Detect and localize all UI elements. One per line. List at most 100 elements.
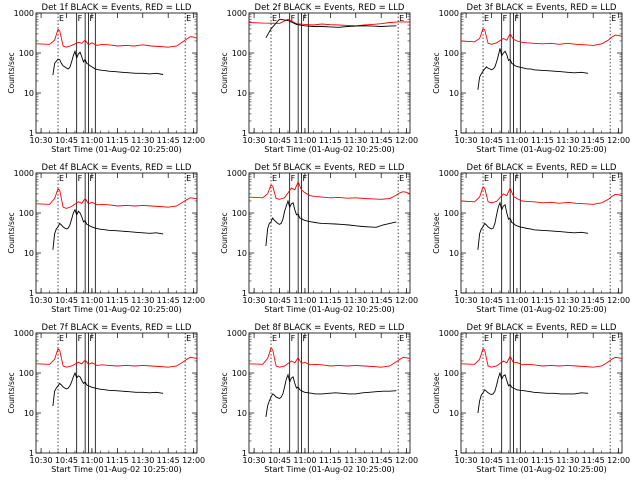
y-tick-label: 1 <box>454 289 459 298</box>
x-tick-label: 11:45 <box>582 296 605 305</box>
y-tick-label: 1 <box>454 449 459 458</box>
y-tick-label: 100 <box>444 209 459 218</box>
plot-frame <box>35 172 198 294</box>
x-tick-label: 10:45 <box>268 136 291 145</box>
x-tick-label: 11:30 <box>344 456 367 465</box>
x-axis-label: Start Time (01-Aug-02 10:25:00) <box>476 305 607 314</box>
plot-frame <box>35 332 198 454</box>
series-events-line <box>52 371 164 407</box>
panel-title: Det 4f BLACK = Events, RED = LLD <box>42 163 192 173</box>
x-tick-label: 11:00 <box>505 456 528 465</box>
marker-label: E <box>611 334 616 343</box>
y-tick-label: 100 <box>19 369 34 378</box>
y-tick-label: 100 <box>19 49 34 58</box>
marker-label: E <box>399 14 404 23</box>
y-axis-label: Counts/sec <box>432 52 441 93</box>
x-tick-label: 11:15 <box>106 296 129 305</box>
x-tick-label: 11:00 <box>505 136 528 145</box>
y-tick-label: 10 <box>237 409 247 418</box>
panel-7: Det 7f BLACK = Events, RED = LLD 1 10 100 10… <box>7 323 205 474</box>
plot-frame <box>35 12 198 134</box>
x-axis-label: Start Time (01-Aug-02 10:25:00) <box>51 305 182 314</box>
marker-label: E <box>59 334 64 343</box>
plot-frame <box>460 12 623 134</box>
y-tick-label: 10 <box>449 249 459 258</box>
y-axis-label: Counts/sec <box>220 52 229 93</box>
series-events-line <box>265 373 397 417</box>
panel-title: Det 3f BLACK = Events, RED = LLD <box>467 3 617 13</box>
x-tick-label: 11:45 <box>157 136 180 145</box>
marker-label: F <box>503 334 508 343</box>
marker-label: E <box>272 334 277 343</box>
series-lld-line <box>460 186 623 205</box>
x-tick-label: 11:30 <box>344 296 367 305</box>
x-tick-label: 11:15 <box>319 136 342 145</box>
marker-label: F <box>291 14 296 23</box>
x-tick-label: 11:30 <box>131 296 154 305</box>
plot-frame <box>460 172 623 294</box>
panel-8: Det 8f BLACK = Events, RED = LLD 1 10 100 10… <box>220 323 418 474</box>
x-tick-label: 11:00 <box>80 136 103 145</box>
y-axis-label: Counts/sec <box>432 372 441 413</box>
x-tick-label: 10:45 <box>480 136 503 145</box>
y-tick-label: 100 <box>19 209 34 218</box>
y-tick-label: 1000 <box>14 169 34 178</box>
x-tick-label: 12:00 <box>395 456 418 465</box>
x-axis-label: Start Time (01-Aug-02 10:25:00) <box>264 305 395 314</box>
x-tick-label: 11:45 <box>157 296 180 305</box>
y-tick-label: 10 <box>24 409 34 418</box>
marker-label: F <box>90 14 95 23</box>
series-lld-line <box>35 188 198 209</box>
x-tick-label: 10:45 <box>480 296 503 305</box>
marker-label: F <box>303 334 308 343</box>
x-tick-label: 11:00 <box>505 296 528 305</box>
marker-label: F <box>90 174 95 183</box>
x-tick-label: 11:30 <box>131 136 154 145</box>
x-tick-label: 11:15 <box>319 456 342 465</box>
panel-title: Det 2f BLACK = Events, RED = LLD <box>255 3 405 13</box>
panel-9: Det 9f BLACK = Events, RED = LLD 1 10 100 10… <box>432 323 630 474</box>
marker-label: E <box>272 174 277 183</box>
panel-title: Det 9f BLACK = Events, RED = LLD <box>467 323 617 333</box>
y-tick-label: 1 <box>242 449 247 458</box>
x-axis-label: Start Time (01-Aug-02 10:25:00) <box>264 465 395 474</box>
x-tick-label: 11:00 <box>80 296 103 305</box>
x-tick-label: 12:00 <box>395 296 418 305</box>
x-tick-label: 11:30 <box>556 296 579 305</box>
plot-frame <box>248 172 411 294</box>
series-lld-line <box>460 28 623 46</box>
y-axis-label: Counts/sec <box>220 372 229 413</box>
marker-label: E <box>399 174 404 183</box>
y-tick-label: 1000 <box>14 9 34 18</box>
y-tick-label: 100 <box>444 49 459 58</box>
x-tick-label: 11:00 <box>293 456 316 465</box>
series-events-line <box>477 48 589 90</box>
y-axis-label: Counts/sec <box>432 212 441 253</box>
x-tick-label: 11:45 <box>370 136 393 145</box>
x-tick-label: 11:00 <box>80 456 103 465</box>
y-tick-label: 100 <box>232 209 247 218</box>
x-tick-label: 11:15 <box>319 296 342 305</box>
x-axis-label: Start Time (01-Aug-02 10:25:00) <box>264 145 395 154</box>
plot-frame <box>248 12 411 134</box>
x-tick-label: 11:15 <box>531 136 554 145</box>
series-events-line <box>477 371 589 414</box>
x-tick-label: 11:00 <box>293 136 316 145</box>
x-tick-label: 12:00 <box>182 456 205 465</box>
series-events-line <box>52 208 164 250</box>
marker-label: F <box>291 334 296 343</box>
marker-label: E <box>186 334 191 343</box>
series-lld-line <box>248 180 411 200</box>
panel-4: Det 4f BLACK = Events, RED = LLD 1 10 100 10… <box>7 163 205 314</box>
x-axis-label: Start Time (01-Aug-02 10:25:00) <box>51 465 182 474</box>
y-tick-label: 1 <box>454 129 459 138</box>
x-tick-label: 11:15 <box>106 456 129 465</box>
marker-label: E <box>272 14 277 23</box>
y-tick-label: 10 <box>237 249 247 258</box>
marker-label: E <box>59 14 64 23</box>
marker-label: E <box>399 334 404 343</box>
x-tick-label: 10:45 <box>55 456 78 465</box>
x-axis-label: Start Time (01-Aug-02 10:25:00) <box>476 145 607 154</box>
x-tick-label: 11:30 <box>556 456 579 465</box>
plot-frame <box>248 332 411 454</box>
